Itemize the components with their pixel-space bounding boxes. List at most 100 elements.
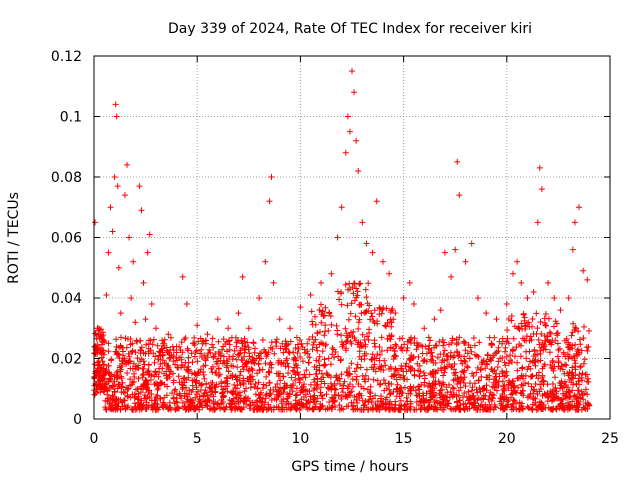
data-point xyxy=(569,246,576,253)
x-tick-label: 5 xyxy=(193,431,202,447)
data-point xyxy=(576,204,583,211)
data-points xyxy=(91,68,593,413)
data-point xyxy=(225,325,232,332)
data-point xyxy=(130,258,137,265)
data-point xyxy=(95,325,102,332)
chart-title: Day 339 of 2024, Rate Of TEC Index for r… xyxy=(168,21,532,37)
data-point xyxy=(386,270,393,277)
data-point xyxy=(111,174,118,180)
data-point xyxy=(142,316,149,323)
data-point xyxy=(571,219,578,226)
data-point xyxy=(584,276,591,283)
data-point xyxy=(353,137,360,144)
data-point xyxy=(159,337,166,344)
data-point xyxy=(524,295,531,301)
data-point xyxy=(262,258,269,265)
data-point xyxy=(115,264,122,271)
data-point xyxy=(468,240,475,247)
data-point xyxy=(369,249,376,256)
data-point xyxy=(379,258,386,265)
data-point xyxy=(107,204,114,211)
data-point xyxy=(103,291,110,298)
data-point xyxy=(536,164,543,171)
data-point xyxy=(146,231,153,238)
data-point xyxy=(266,198,273,205)
data-point xyxy=(132,319,139,326)
y-tick-label: 0 xyxy=(73,412,82,428)
data-point xyxy=(105,249,112,256)
data-point xyxy=(338,204,345,211)
y-axis-ticks: 0 0.02 0.04 0.06 0.08 0.1 0.12 xyxy=(51,49,610,428)
data-point xyxy=(518,279,525,286)
data-point xyxy=(194,322,201,329)
data-point xyxy=(344,113,351,120)
x-axis-label: GPS time / hours xyxy=(291,459,408,475)
data-point xyxy=(297,304,304,311)
data-point xyxy=(97,349,104,356)
data-point xyxy=(454,158,461,165)
data-point xyxy=(474,295,481,301)
data-point xyxy=(363,240,370,247)
data-point xyxy=(400,295,407,301)
data-point xyxy=(448,273,455,280)
data-point xyxy=(456,192,463,199)
data-point xyxy=(144,249,151,256)
data-point xyxy=(441,249,448,256)
data-point xyxy=(268,174,275,180)
y-tick-label: 0.12 xyxy=(51,49,82,65)
data-point xyxy=(128,295,135,301)
data-point xyxy=(392,310,399,317)
data-point xyxy=(373,198,380,205)
data-point xyxy=(493,316,500,323)
data-point xyxy=(462,258,469,265)
x-tick-label: 15 xyxy=(395,431,413,447)
data-point xyxy=(287,325,294,332)
data-point xyxy=(152,325,159,332)
x-tick-label: 0 xyxy=(90,431,99,447)
data-point xyxy=(245,325,252,332)
data-point xyxy=(204,331,211,338)
data-point xyxy=(503,301,510,308)
data-point xyxy=(318,279,325,286)
data-point xyxy=(183,301,190,308)
y-tick-label: 0.08 xyxy=(51,170,82,186)
data-point xyxy=(421,325,428,332)
data-point xyxy=(117,310,124,317)
data-point xyxy=(94,367,101,374)
data-point xyxy=(307,291,314,298)
data-point xyxy=(538,186,545,193)
data-point xyxy=(270,279,277,286)
data-point xyxy=(431,316,438,323)
x-tick-label: 10 xyxy=(291,431,309,447)
data-point xyxy=(351,89,358,96)
data-point xyxy=(276,316,283,323)
y-tick-label: 0.02 xyxy=(51,352,82,368)
data-point xyxy=(355,167,362,174)
data-point xyxy=(121,192,128,199)
data-point xyxy=(437,307,444,314)
data-point xyxy=(551,295,558,301)
data-point xyxy=(126,234,133,241)
data-point xyxy=(140,279,147,286)
data-point xyxy=(148,301,155,308)
data-point xyxy=(92,219,99,226)
scatter-cloud xyxy=(91,280,593,413)
data-point xyxy=(165,331,172,338)
data-point xyxy=(328,270,335,277)
data-point xyxy=(530,288,537,295)
x-tick-label: 25 xyxy=(601,431,619,447)
data-point xyxy=(452,246,459,253)
data-point xyxy=(173,349,180,356)
data-point xyxy=(580,267,587,274)
data-point xyxy=(545,279,552,286)
data-point xyxy=(113,113,120,120)
y-axis-label: ROTI / TECUs xyxy=(6,192,22,284)
x-tick-label: 20 xyxy=(498,431,516,447)
data-point xyxy=(514,258,521,265)
data-point xyxy=(557,307,564,314)
data-point xyxy=(114,183,121,190)
data-point xyxy=(109,228,116,235)
data-point xyxy=(406,279,413,286)
data-point xyxy=(239,273,246,280)
data-point xyxy=(179,273,186,280)
